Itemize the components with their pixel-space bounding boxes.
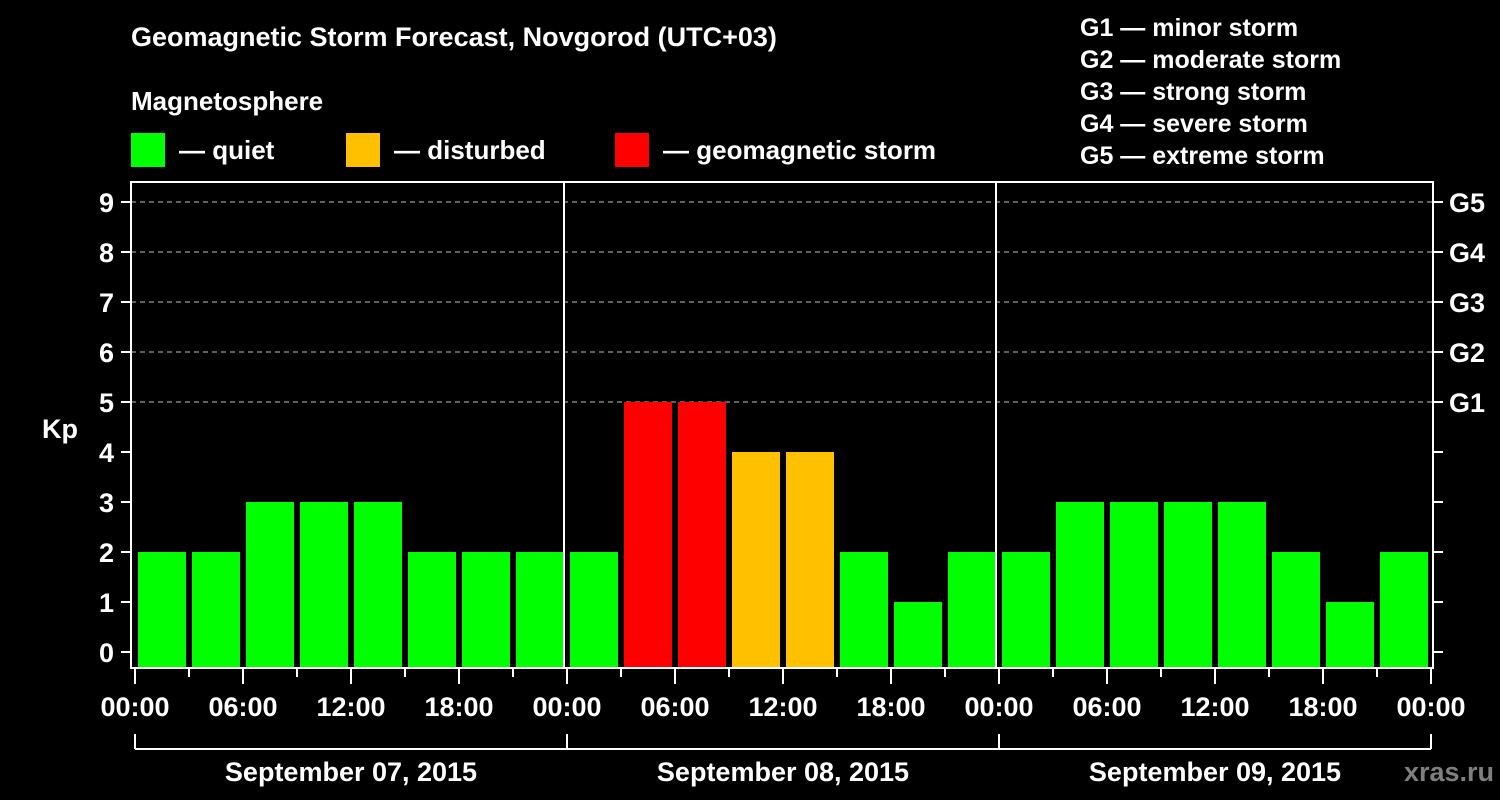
- g-scale-g5: G5 — extreme storm: [1080, 142, 1325, 170]
- kp-bar: [462, 552, 510, 667]
- kp-bar: [300, 502, 348, 667]
- x-tick-label: 06:00: [208, 692, 277, 722]
- kp-bar: [1272, 552, 1320, 667]
- legend-item-storm: — geomagnetic storm: [615, 133, 936, 167]
- x-tick-label: 12:00: [316, 692, 385, 722]
- legend-label-disturbed: — disturbed: [394, 134, 546, 165]
- g-level-label: G4: [1449, 238, 1485, 268]
- kp-bar: [1218, 502, 1266, 667]
- kp-bar: [354, 502, 402, 667]
- kp-bar: [246, 502, 294, 667]
- g-scale-legend: G1 — minor storm G2 — moderate storm G3 …: [1080, 12, 1341, 172]
- y-tick-label: 2: [99, 538, 114, 568]
- kp-bar: [678, 402, 726, 667]
- kp-bar: [516, 552, 564, 667]
- y-tick-label: 4: [99, 438, 114, 468]
- legend-swatch-storm: [615, 133, 649, 167]
- kp-bar: [786, 452, 834, 667]
- g-level-label: G3: [1449, 288, 1485, 318]
- kp-bar: [192, 552, 240, 667]
- kp-bar: [840, 552, 888, 667]
- g-scale-g1: G1 — minor storm: [1080, 14, 1299, 42]
- x-tick-label: 06:00: [1072, 692, 1141, 722]
- g-level-label: G5: [1449, 188, 1485, 218]
- kp-bar: [1002, 552, 1050, 667]
- x-tick-label: 00:00: [100, 692, 169, 722]
- kp-bar: [138, 552, 186, 667]
- kp-bar: [624, 402, 672, 667]
- legend-label-quiet: — quiet: [179, 134, 275, 165]
- y-axis-label: Kp: [42, 414, 78, 444]
- x-tick-label: 18:00: [856, 692, 925, 722]
- day-label: September 07, 2015: [225, 757, 477, 787]
- kp-bar: [732, 452, 780, 667]
- y-tick-label: 5: [99, 388, 114, 418]
- x-tick-label: 00:00: [964, 692, 1033, 722]
- legend-swatch-disturbed: [346, 133, 380, 167]
- magnetosphere-label: Magnetosphere: [131, 86, 324, 116]
- g-scale-g4: G4 — severe storm: [1080, 110, 1308, 138]
- y-tick-label: 3: [99, 488, 114, 518]
- kp-bar: [570, 552, 618, 667]
- kp-bar: [1326, 602, 1374, 667]
- x-tick-label: 12:00: [748, 692, 817, 722]
- kp-bar: [1110, 502, 1158, 667]
- kp-bar: [1056, 502, 1104, 667]
- kp-bar: [1164, 502, 1212, 667]
- legend-item-quiet: — quiet: [131, 133, 274, 167]
- x-tick-label: 00:00: [532, 692, 601, 722]
- x-tick-label: 12:00: [1180, 692, 1249, 722]
- y-tick-label: 9: [99, 188, 114, 218]
- g-level-label: G2: [1449, 338, 1485, 368]
- kp-bar: [894, 602, 942, 667]
- legend-item-disturbed: — disturbed: [346, 133, 546, 167]
- watermark: xras.ru: [1404, 757, 1494, 787]
- legend-label-storm: — geomagnetic storm: [663, 134, 937, 165]
- chart-title: Geomagnetic Storm Forecast, Novgorod (UT…: [131, 22, 777, 52]
- x-tick-label: 18:00: [424, 692, 493, 722]
- y-tick-label: 7: [99, 288, 114, 318]
- legend-swatch-quiet: [131, 133, 165, 167]
- g-scale-g3: G3 — strong storm: [1080, 78, 1307, 106]
- day-label: September 09, 2015: [1089, 757, 1341, 787]
- g-level-label: G1: [1449, 388, 1485, 418]
- y-tick-label: 8: [99, 238, 114, 268]
- x-tick-label: 06:00: [640, 692, 709, 722]
- x-tick-label: 18:00: [1288, 692, 1357, 722]
- kp-bar: [408, 552, 456, 667]
- y-tick-label: 6: [99, 338, 114, 368]
- y-tick-label: 1: [99, 588, 114, 618]
- y-tick-label: 0: [99, 638, 114, 668]
- kp-bar: [948, 552, 996, 667]
- g-scale-g2: G2 — moderate storm: [1080, 46, 1342, 74]
- x-tick-label: 00:00: [1396, 692, 1465, 722]
- day-label: September 08, 2015: [657, 757, 909, 787]
- kp-bar: [1380, 552, 1428, 667]
